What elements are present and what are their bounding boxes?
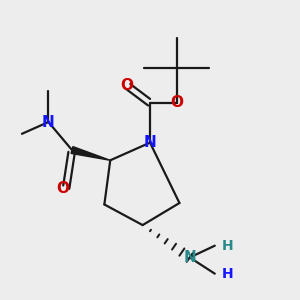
Text: N: N <box>183 250 196 265</box>
Polygon shape <box>71 147 110 160</box>
Text: H: H <box>222 239 234 253</box>
Text: N: N <box>144 135 156 150</box>
Text: O: O <box>120 78 133 93</box>
Text: N: N <box>42 115 55 130</box>
Text: H: H <box>222 267 234 281</box>
Text: O: O <box>57 181 70 196</box>
Text: O: O <box>170 95 183 110</box>
